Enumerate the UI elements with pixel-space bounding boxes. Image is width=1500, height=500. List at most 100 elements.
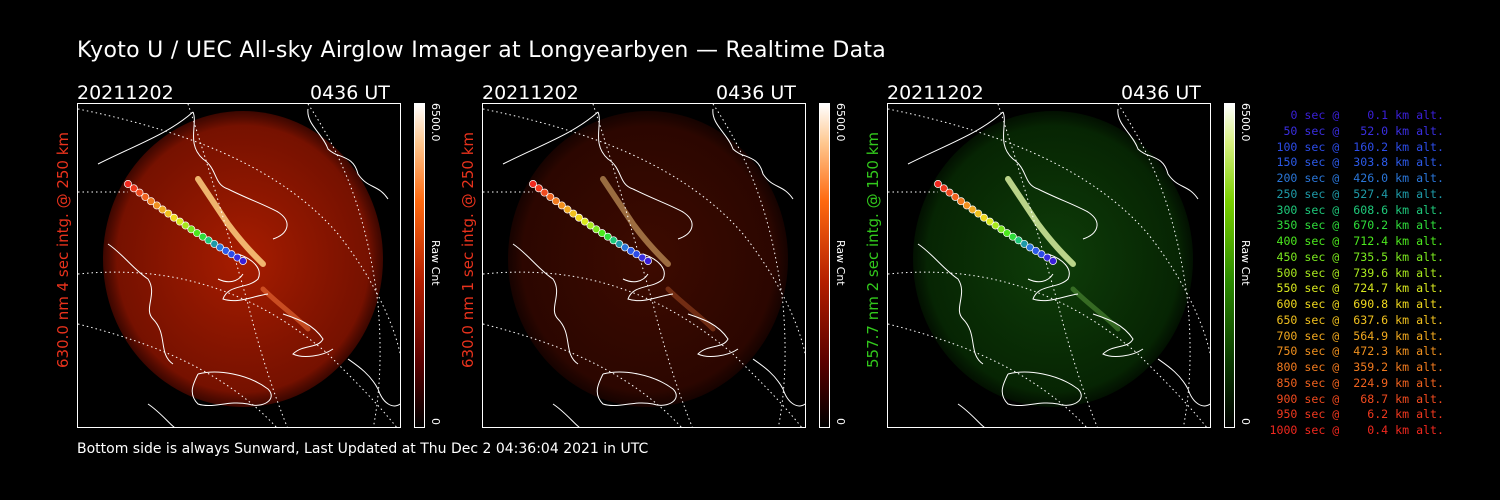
panel-time: 0436 UT <box>716 82 796 104</box>
colorbar-unit: Raw Cnt <box>834 240 847 286</box>
legend-row: 650 sec @ 637.6 km alt. <box>1276 312 1444 327</box>
trajectory-point <box>187 225 196 234</box>
trajectory-point <box>227 250 236 259</box>
legend-row: 150 sec @ 303.8 km alt. <box>1276 155 1444 170</box>
coastline <box>552 403 580 427</box>
trajectory-point <box>580 217 589 226</box>
legend-row: 950 sec @ 6.2 km alt. <box>1276 407 1444 422</box>
coastline <box>107 243 174 365</box>
trajectory-point <box>968 205 977 214</box>
legend-row: 1000 sec @ 0.4 km alt. <box>1269 423 1444 437</box>
coastline <box>596 371 677 407</box>
trajectory-point <box>216 243 224 252</box>
legend-row: 100 sec @ 160.2 km alt. <box>1276 139 1444 154</box>
allsky-image-557-2s <box>887 103 1211 428</box>
coastline <box>347 358 400 407</box>
panel-wavelength-label: 630.0 nm 1 sec intg. @ 250 km <box>459 131 477 368</box>
legend-row: 700 sec @ 564.9 km alt. <box>1276 328 1444 343</box>
trajectory-point <box>170 213 178 222</box>
trajectory-point <box>1031 246 1040 255</box>
legend-row: 200 sec @ 426.0 km alt. <box>1276 171 1444 185</box>
coastline <box>1157 358 1210 407</box>
legend-row: 550 sec @ 724.7 km alt. <box>1276 281 1444 296</box>
trajectory-point <box>1026 243 1034 252</box>
coastline <box>687 313 739 357</box>
coastline <box>712 108 794 200</box>
coastline <box>1117 108 1199 200</box>
trajectory-point <box>1020 239 1029 248</box>
trajectory-point <box>957 197 965 206</box>
trajectory-point <box>621 243 629 252</box>
legend-row: 350 sec @ 670.2 km alt. <box>1276 218 1444 233</box>
legend-row: 250 sec @ 527.4 km alt. <box>1276 186 1444 201</box>
trajectory-point <box>147 197 155 206</box>
footer-note: Bottom side is always Sunward, Last Upda… <box>77 441 649 457</box>
coastline <box>1027 273 1054 283</box>
legend-row: 900 sec @ 68.7 km alt. <box>1276 391 1444 406</box>
coastline <box>632 188 693 240</box>
legend-row: 50 sec @ 52.0 km alt. <box>1283 123 1444 138</box>
colorbar-min: 0 <box>834 418 847 425</box>
trajectory-point <box>569 209 578 218</box>
trajectory-point <box>974 209 983 218</box>
trajectory-point <box>1043 253 1052 262</box>
coastline <box>1037 188 1098 240</box>
legend-row: 400 sec @ 712.4 km alt. <box>1276 234 1444 248</box>
colorbar <box>819 103 830 428</box>
coastline <box>227 188 288 240</box>
trajectory-point <box>233 253 242 262</box>
trajectory-point <box>210 239 219 248</box>
colorbar-max: 6500.0 <box>1239 103 1252 142</box>
trajectory-point <box>644 257 652 265</box>
legend-row: 0 sec @ 0.1 km alt. <box>1290 108 1444 122</box>
trajectory-point <box>1008 232 1017 241</box>
trajectory-point <box>534 184 543 193</box>
coastline <box>1032 253 1079 302</box>
panel-time: 0436 UT <box>310 82 390 104</box>
trajectory-point <box>204 236 213 245</box>
coastline <box>622 273 649 283</box>
coastline <box>191 371 272 407</box>
trajectory-point <box>934 180 942 188</box>
coastline <box>147 403 175 427</box>
trajectory-point <box>592 225 601 234</box>
trajectory-point <box>603 232 612 241</box>
coastline <box>512 243 579 365</box>
aurora-arc <box>195 176 266 267</box>
trajectory-point <box>985 217 994 226</box>
coastline <box>917 243 984 365</box>
trajectory-point <box>181 221 190 230</box>
coastline <box>1001 371 1082 407</box>
trajectory-point <box>221 246 230 255</box>
panel-date: 20211202 <box>77 82 174 104</box>
trajectory-point <box>991 221 1000 230</box>
trajectory-point <box>124 180 132 188</box>
colorbar <box>1224 103 1235 428</box>
trajectory-point <box>540 188 549 197</box>
coastline <box>217 273 244 283</box>
panel-time: 0436 UT <box>1121 82 1201 104</box>
trajectory-point <box>1003 229 1011 238</box>
trajectory-point <box>575 213 583 222</box>
aurora-arc <box>600 176 671 267</box>
trajectory-point <box>529 180 537 188</box>
coastline <box>752 358 805 407</box>
aurora-arc <box>1005 176 1076 267</box>
trajectory-point <box>997 225 1006 234</box>
trajectory-legend: 0 sec @ 0.1 km alt. 50 sec @ 52.0 km alt.… <box>1262 108 1444 439</box>
legend-row: 850 sec @ 224.9 km alt. <box>1276 375 1444 390</box>
trajectory-point <box>129 184 138 193</box>
coastline <box>1092 313 1144 357</box>
panel-date: 20211202 <box>887 82 984 104</box>
colorbar-min: 0 <box>429 418 442 425</box>
panel-wavelength-label: 630.0 nm 4 sec intg. @ 250 km <box>54 131 72 368</box>
colorbar-min: 0 <box>1239 418 1252 425</box>
trajectory-point <box>158 205 167 214</box>
coastline <box>627 253 674 302</box>
colorbar-unit: Raw Cnt <box>429 240 442 286</box>
trajectory-point <box>598 229 606 238</box>
trajectory-point <box>198 232 207 241</box>
trajectory-point <box>164 209 173 218</box>
coastline <box>502 111 634 190</box>
trajectory-point <box>563 205 572 214</box>
